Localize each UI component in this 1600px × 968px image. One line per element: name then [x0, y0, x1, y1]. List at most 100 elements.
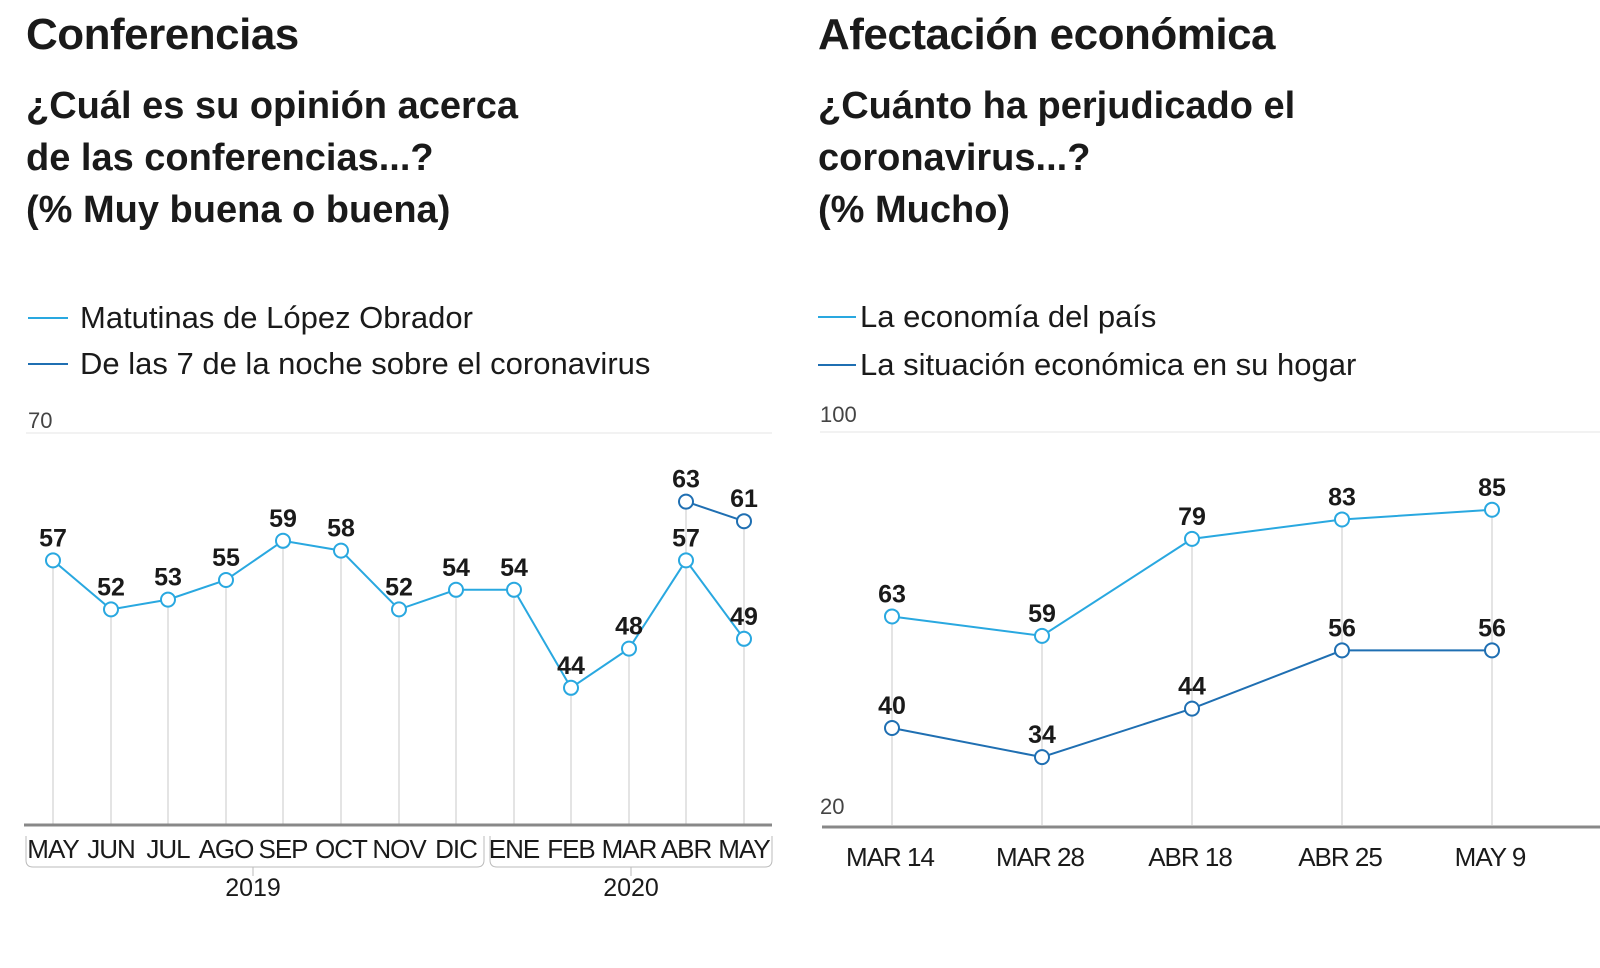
x-tick-label: FEB [547, 834, 595, 864]
data-label: 55 [212, 544, 240, 572]
left-chart-title: Conferencias [26, 10, 299, 59]
data-point [621, 640, 637, 657]
x-tick-label: MAR [602, 834, 657, 864]
data-point [1034, 749, 1050, 766]
data-label: 63 [672, 466, 700, 494]
subtitle-line: (% Muy buena o buena) [26, 189, 451, 231]
data-label: 44 [1178, 673, 1206, 701]
x-tick-label: MAY [27, 834, 79, 864]
data-label: 54 [500, 554, 528, 582]
x-tick-label: ABR 18 [1148, 842, 1232, 872]
left-legend: Matutinas de López Obrador De las 7 de l… [28, 295, 650, 387]
legend-item: De las 7 de la noche sobre el coronaviru… [28, 341, 650, 387]
y-tick-label: 20 [820, 794, 844, 819]
data-label: 53 [154, 564, 182, 592]
legend-swatch-light-blue [818, 316, 856, 318]
data-point [506, 581, 522, 598]
right-legend: La economía del país La situación económ… [818, 293, 1356, 389]
x-tick-label: MAR 28 [996, 842, 1084, 872]
data-label: 57 [672, 524, 700, 552]
x-tick-label: JUL [146, 834, 190, 864]
data-label: 52 [97, 573, 125, 601]
data-point [218, 572, 234, 588]
data-point [884, 720, 900, 736]
x-tick-label: DIC [435, 834, 477, 864]
right-chart-subtitle: ¿Cuánto ha perjudicado el coronavirus...… [818, 80, 1295, 236]
data-point [1334, 511, 1350, 528]
x-tick-label: SEP [258, 834, 307, 864]
data-point [391, 601, 407, 618]
data-point [884, 608, 900, 625]
group-label: 2020 [603, 874, 659, 902]
data-label: 49 [730, 603, 758, 631]
x-tick-label: MAY [718, 834, 770, 864]
group-label: 2019 [225, 874, 281, 902]
x-tick-label: JUN [87, 834, 135, 864]
series-line-noche [685, 500, 745, 523]
legend-swatch-dark-blue [28, 363, 68, 365]
legend-swatch-dark-blue [818, 364, 856, 366]
x-tick-label: OCT [315, 834, 368, 864]
x-tick-label: MAR 14 [846, 842, 934, 872]
data-point [563, 679, 579, 696]
data-label: 52 [385, 573, 413, 601]
data-point [678, 493, 694, 510]
data-label: 54 [442, 554, 470, 582]
data-label: 58 [327, 515, 355, 543]
data-point [678, 552, 694, 569]
x-tick-label: ABR 25 [1298, 842, 1382, 872]
data-point [1184, 700, 1200, 717]
legend-label: Matutinas de López Obrador [80, 300, 473, 335]
subtitle-line: (% Mucho) [818, 189, 1011, 231]
subtitle-line: ¿Cuánto ha perjudicado el [818, 85, 1296, 127]
data-point [1034, 627, 1050, 644]
data-label: 56 [1328, 614, 1356, 642]
data-label: 56 [1478, 614, 1506, 642]
legend-label: La economía del país [860, 299, 1157, 334]
legend-item: Matutinas de López Obrador [28, 295, 650, 341]
x-tick-label: MAY 9 [1455, 842, 1526, 872]
data-point [45, 552, 61, 569]
y-tick-label: 100 [820, 402, 857, 427]
x-tick-label: AGO [199, 834, 254, 864]
data-label: 57 [39, 524, 67, 552]
data-point [103, 601, 119, 618]
data-point [160, 591, 176, 608]
data-label: 59 [269, 505, 297, 533]
data-label: 40 [878, 692, 906, 720]
data-point [1484, 501, 1500, 518]
data-label: 34 [1028, 721, 1056, 749]
x-tick-label: ENE [489, 834, 540, 864]
legend-item: La situación económica en su hogar [818, 341, 1356, 389]
data-label: 79 [1178, 503, 1206, 531]
legend-label: La situación económica en su hogar [860, 347, 1357, 382]
data-point [275, 532, 291, 549]
y-tick-label: 70 [28, 408, 52, 433]
data-label: 85 [1478, 474, 1506, 502]
legend-swatch-light-blue [28, 317, 68, 319]
data-label: 59 [1028, 600, 1056, 628]
left-chart-subtitle: ¿Cuál es su opinión acerca de las confer… [26, 80, 518, 236]
data-point [1484, 642, 1500, 659]
data-point [1334, 642, 1350, 659]
x-tick-label: ABR [661, 834, 712, 864]
data-label: 83 [1328, 483, 1356, 511]
subtitle-line: ¿Cuál es su opinión acerca [26, 85, 519, 127]
data-point [448, 581, 464, 598]
data-label: 48 [615, 613, 643, 641]
legend-label: De las 7 de la noche sobre el coronaviru… [80, 346, 651, 381]
data-point [1184, 530, 1200, 547]
legend-item: La economía del país [818, 293, 1356, 341]
data-label: 63 [878, 580, 906, 608]
data-label: 44 [557, 652, 585, 680]
data-label: 61 [730, 485, 758, 513]
subtitle-line: de las conferencias...? [26, 137, 434, 179]
group-bracket [25, 836, 485, 868]
right-chart-title: Afectación económica [818, 10, 1276, 59]
subtitle-line: coronavirus...? [818, 137, 1091, 179]
data-point [736, 513, 752, 530]
x-tick-label: NOV [372, 834, 427, 864]
data-point [333, 542, 349, 559]
data-point [736, 630, 752, 647]
